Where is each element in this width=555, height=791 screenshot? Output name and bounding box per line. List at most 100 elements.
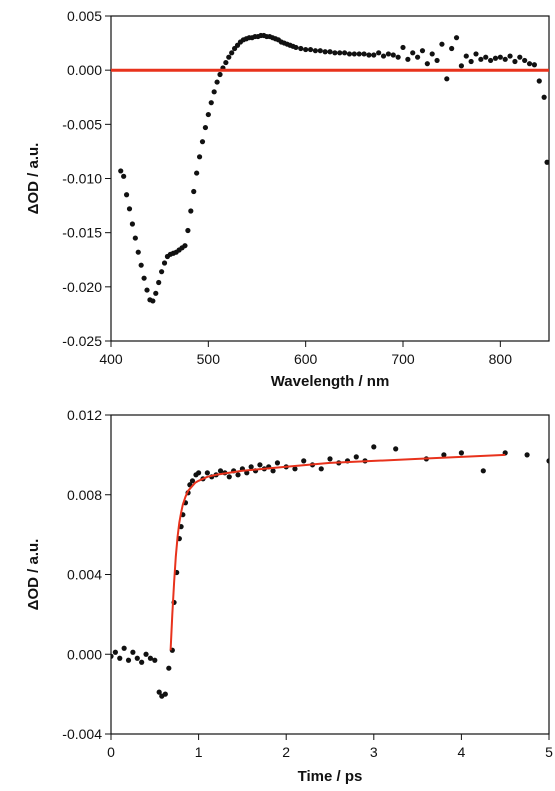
data-point: [380, 53, 387, 59]
y-tick-label: -0.004: [62, 726, 102, 742]
data-point: [327, 49, 333, 55]
data-point: [191, 188, 197, 195]
data-point: [199, 139, 206, 145]
x-tick-label: 0: [107, 744, 115, 760]
data-point: [161, 260, 168, 266]
data-point: [434, 57, 440, 64]
data-point: [196, 154, 203, 160]
data-point: [150, 298, 156, 304]
data-point: [312, 48, 318, 54]
data-point: [188, 208, 194, 214]
data-point: [159, 269, 165, 275]
data-point: [546, 458, 549, 464]
data-point: [531, 62, 538, 68]
data-point: [356, 51, 362, 57]
data-point: [132, 235, 138, 241]
x-tick-label: 800: [489, 351, 513, 367]
data-point: [217, 71, 223, 78]
data-point: [332, 50, 338, 56]
data-point: [153, 290, 159, 296]
x-tick-label: 3: [370, 744, 378, 760]
y-tick-label: -0.005: [62, 116, 102, 132]
data-point: [134, 655, 140, 661]
data-point: [217, 468, 224, 474]
data-point: [385, 51, 391, 57]
data-point: [147, 655, 154, 661]
data-point: [483, 54, 489, 60]
data-point: [502, 56, 508, 62]
data-point: [400, 44, 406, 51]
y-tick-label: 0.000: [67, 62, 102, 78]
y-tick-label: 0.004: [67, 567, 102, 583]
data-point: [226, 474, 232, 480]
data-point: [118, 168, 124, 174]
data-point: [274, 460, 281, 466]
data-point: [270, 468, 276, 474]
data-point: [162, 691, 168, 697]
data-point: [405, 56, 411, 62]
data-point: [473, 51, 479, 57]
x-tick-label: 600: [294, 351, 318, 367]
data-point: [366, 52, 372, 58]
data-point: [194, 170, 200, 176]
data-point: [492, 55, 499, 61]
data-point: [135, 249, 141, 255]
data-point: [292, 466, 298, 472]
data-point: [458, 450, 464, 456]
data-point: [111, 653, 114, 659]
data-point: [390, 52, 396, 58]
x-tick-label: 2: [282, 744, 290, 760]
data-point: [424, 61, 430, 67]
data-point: [166, 665, 172, 671]
data-point: [322, 49, 328, 55]
data-point: [196, 470, 202, 476]
data-point: [229, 50, 235, 56]
x-tick-label: 4: [458, 744, 466, 760]
data-point: [371, 444, 377, 450]
data-point: [298, 45, 304, 52]
data-point: [449, 45, 455, 52]
data-point: [517, 54, 523, 60]
data-point: [458, 63, 464, 69]
data-point: [248, 464, 254, 470]
data-point: [393, 446, 399, 452]
y-tick-label: 0.008: [67, 487, 102, 503]
data-point: [152, 657, 158, 663]
data-point: [208, 100, 214, 106]
data-point: [536, 78, 542, 84]
data-point: [126, 206, 133, 212]
x-axis-title: Time / ps: [298, 768, 363, 785]
data-point: [419, 48, 426, 54]
data-point: [444, 76, 450, 82]
data-point: [541, 94, 547, 100]
y-tick-label: -0.025: [62, 333, 102, 349]
x-axis-title: Wavelength / nm: [271, 373, 390, 390]
data-point: [130, 649, 136, 655]
data-point: [429, 51, 435, 57]
y-tick-label: -0.010: [62, 171, 102, 187]
data-point: [395, 54, 401, 60]
data-point: [205, 111, 211, 118]
data-point: [353, 454, 359, 460]
data-point: [143, 651, 149, 657]
data-point: [522, 57, 528, 64]
data-point: [507, 53, 513, 59]
data-point: [337, 50, 343, 56]
data-point: [468, 58, 474, 65]
x-tick-label: 400: [99, 351, 123, 367]
data-point: [342, 50, 348, 56]
x-tick-label: 5: [545, 744, 553, 760]
fit-curve: [169, 453, 506, 651]
data-point: [223, 59, 229, 66]
data-point: [117, 655, 123, 661]
y-axis-title: ΔOD / a.u.: [25, 539, 42, 611]
data-point: [303, 46, 309, 53]
data-point: [121, 645, 127, 651]
data-point: [185, 227, 191, 234]
y-tick-label: -0.020: [62, 279, 102, 295]
x-tick-label: 1: [195, 744, 203, 760]
data-point: [478, 56, 484, 62]
data-point: [327, 456, 333, 462]
x-tick-label: 500: [197, 351, 221, 367]
